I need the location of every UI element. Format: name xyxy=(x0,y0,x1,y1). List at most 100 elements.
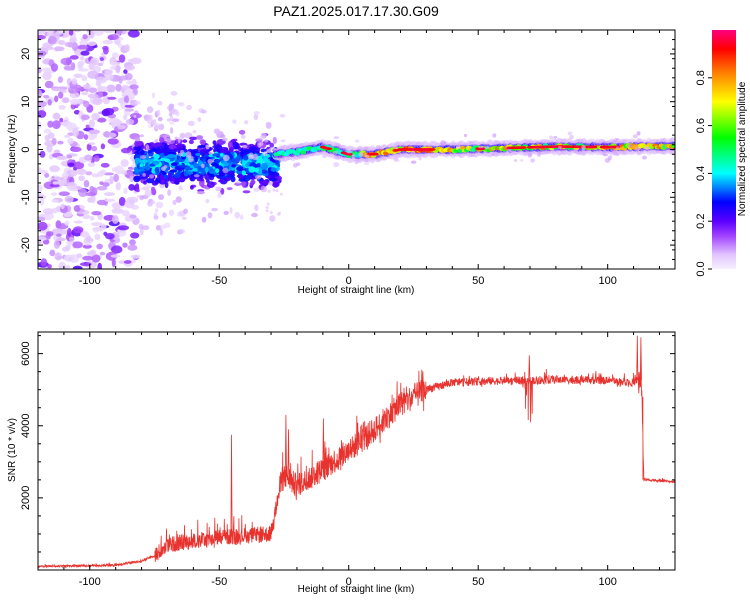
spectrogram-blob xyxy=(57,76,64,83)
spectrogram-blob xyxy=(89,216,95,221)
spectrogram-blob xyxy=(602,149,607,155)
spectrogram-blob xyxy=(506,149,512,152)
spectrogram-blob xyxy=(158,123,165,131)
spectrogram-blob xyxy=(206,181,215,189)
spectrogram-blob xyxy=(67,227,72,237)
spectrogram-blob xyxy=(96,186,108,191)
spectrogram-blob xyxy=(208,166,214,173)
spectrogram-blob xyxy=(197,165,202,173)
spectrogram-blob xyxy=(268,181,273,186)
spectrogram-blob xyxy=(201,163,205,169)
spectrogram-blob xyxy=(266,202,270,206)
spectrogram-blob xyxy=(160,224,167,230)
spectrogram-blob xyxy=(56,155,68,161)
spectrogram-blob xyxy=(492,133,497,138)
spectrogram-blob xyxy=(139,155,147,160)
spectrogram-blob xyxy=(82,255,94,261)
spectrogram-blob xyxy=(177,102,185,107)
spectrogram-blob xyxy=(56,233,62,237)
spectrogram-blob xyxy=(82,34,88,40)
spectrogram-blob xyxy=(261,162,268,170)
spectrogram-blob xyxy=(130,232,140,239)
colorbar-tick-label: 0.0 xyxy=(695,261,707,276)
spectrogram-blob xyxy=(483,151,487,157)
spectrogram-blob xyxy=(261,169,268,174)
spectrogram-blob xyxy=(260,148,268,153)
spectrogram-blob xyxy=(38,67,42,74)
spectrogram-blob xyxy=(159,152,165,158)
spectrogram-blob xyxy=(226,187,233,191)
spectrogram-blob xyxy=(220,153,224,157)
spectrogram-blob xyxy=(189,136,198,141)
spectrogram-blob xyxy=(73,73,83,79)
spectrogram-blob xyxy=(131,204,139,210)
spectrogram-blob xyxy=(72,127,79,137)
spectrogram-blob xyxy=(65,57,72,66)
spectrogram-blob xyxy=(39,30,46,35)
spectrogram-y-ticks: -20 -10 0 10 20 xyxy=(20,29,675,270)
spectrogram-blob xyxy=(59,117,64,123)
spectrogram-blob xyxy=(152,160,160,165)
spectrogram-blob xyxy=(200,109,207,114)
spectrogram-blob xyxy=(259,135,265,140)
spectrogram-blob xyxy=(411,160,417,164)
spectrogram-blob xyxy=(120,159,129,168)
spectrogram-blob xyxy=(70,170,77,176)
snr-y-ticks: 2000 4000 6000 xyxy=(20,335,675,571)
spectrogram-blob xyxy=(141,225,150,231)
spectrogram-blob xyxy=(117,124,126,130)
spectrogram-blob xyxy=(212,145,219,149)
spectrogram-blob xyxy=(83,100,90,108)
spectrogram-blob xyxy=(256,157,263,164)
spectrogram-blob xyxy=(128,30,140,38)
spectrogram-blob xyxy=(201,216,207,223)
spectrogram-blob xyxy=(169,121,175,125)
spectrogram-blob xyxy=(130,57,142,65)
spectrogram-blob xyxy=(134,157,142,163)
spectrogram-blob xyxy=(158,145,163,150)
spectrogram-blob xyxy=(111,61,121,66)
spectrogram-blob xyxy=(275,189,279,193)
spectrogram-blob xyxy=(86,251,97,256)
spectrogram-blob xyxy=(62,30,71,38)
spectrogram-blob xyxy=(134,140,140,147)
spectrogram-blob xyxy=(117,225,130,231)
x-tick-label: -50 xyxy=(211,275,227,287)
spectrogram-blob xyxy=(41,67,50,73)
snr-panel: -100 -50 0 50 100 2000 4000 6000 Height of str… xyxy=(7,331,676,595)
spectrogram-blob xyxy=(88,30,95,39)
spectrogram-blob xyxy=(121,93,126,97)
spectrogram-blob xyxy=(154,122,160,130)
spectrogram-blob xyxy=(154,139,159,143)
spectrogram-blob xyxy=(179,164,187,168)
spectrogram-blob xyxy=(56,256,63,260)
spectrogram-blob xyxy=(52,120,61,130)
spectrogram-blob xyxy=(173,148,178,153)
spectrogram-blob xyxy=(49,249,56,257)
spectrogram-blob xyxy=(232,141,239,148)
spectrogram-blob xyxy=(527,153,533,158)
spectrogram-blob xyxy=(112,215,119,224)
spectrogram-blob xyxy=(129,214,137,219)
spectrogram-blob xyxy=(136,148,145,156)
spectrogram-blob xyxy=(211,207,219,212)
spectrogram-blob xyxy=(423,143,427,147)
spectrogram-blob xyxy=(47,132,55,139)
spectrogram-blob xyxy=(49,30,54,34)
spectrogram-blob xyxy=(87,197,93,203)
spectrogram-blob xyxy=(72,265,83,269)
spectrogram-blob xyxy=(153,153,160,159)
spectrogram-blob xyxy=(236,180,241,184)
spectrogram-blob xyxy=(269,211,273,215)
spectrogram-blob xyxy=(38,89,43,99)
spectrogram-blob xyxy=(230,176,236,183)
spectrogram-blob xyxy=(172,109,179,115)
spectrogram-blob xyxy=(279,192,283,196)
spectrogram-blobs xyxy=(38,30,675,269)
spectrogram-blob xyxy=(154,208,159,213)
spectrogram-blob xyxy=(51,199,60,203)
snr-series-line xyxy=(38,335,675,569)
spectrogram-blob xyxy=(234,155,243,160)
spectrogram-blob xyxy=(549,135,553,140)
spectrogram-blob xyxy=(393,156,398,161)
